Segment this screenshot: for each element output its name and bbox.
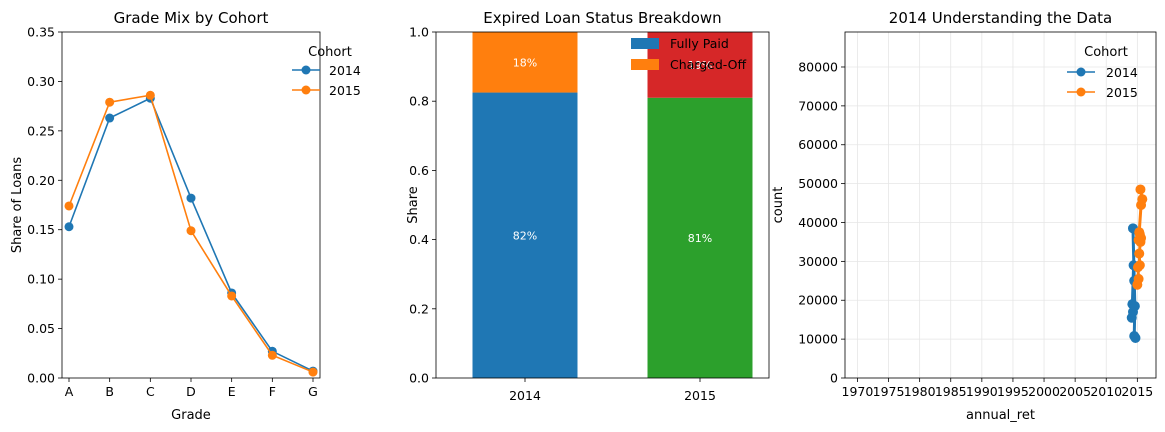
panel1-xlabel: Grade <box>171 408 211 423</box>
bar-fully-paid-2014 <box>472 92 578 379</box>
legend-marker-2014 <box>301 65 311 75</box>
data-point-2015 <box>145 90 155 100</box>
panel1-xtick-label: E <box>228 384 236 399</box>
data-point-2014 <box>1129 301 1140 312</box>
panel1-ytick-label: 0.25 <box>27 123 55 138</box>
bar-charged-off-2014 <box>472 32 578 93</box>
panel1-ytick-label: 0.20 <box>27 173 55 188</box>
panel2-ytick-label: 0.2 <box>409 301 429 316</box>
panel3-xtick-label: 2010 <box>1090 384 1122 399</box>
panel1-ytick-label: 0.35 <box>27 25 55 40</box>
panel3-ylabel: count <box>771 187 786 224</box>
panel3-xtick-label: 2000 <box>1028 384 1060 399</box>
panel1-xtick-label: A <box>65 384 74 399</box>
panel3-ytick-label: 40000 <box>798 215 838 230</box>
panel2-ytick-label: 0.6 <box>409 163 429 178</box>
panel3-xtick-label: 1980 <box>904 384 936 399</box>
legend-label-2014: 2014 <box>329 63 361 78</box>
panel1-xtick-label: D <box>186 384 196 399</box>
panel3-legend-label-2014: 2014 <box>1106 65 1138 80</box>
panel3-xtick-label: 1985 <box>935 384 967 399</box>
panel2-ytick-label: 1.0 <box>409 25 429 40</box>
data-point-2015 <box>1135 184 1146 195</box>
data-point-2015 <box>308 367 318 377</box>
panel1-ylabel: Share of Loans <box>10 157 25 253</box>
data-point-2014 <box>1130 332 1141 343</box>
panel2-xtick-label: 2015 <box>684 388 716 403</box>
panel1-frame <box>61 31 321 379</box>
panel3-legend-label-2015: 2015 <box>1106 85 1138 100</box>
legend-marker-2015 <box>301 85 311 95</box>
panel1-title: Grade Mix by Cohort <box>114 9 269 27</box>
panel-loan-status: Expired Loan Status Breakdown 0.0 0.2 0.4 0.… <box>406 9 770 403</box>
data-point-2015 <box>105 97 115 107</box>
panel3-ytick-label: 70000 <box>798 98 838 113</box>
panel1-ytick-label: 0.05 <box>27 321 55 336</box>
panel3-legend-title: Cohort <box>1084 45 1128 60</box>
panel1-xtick-label: C <box>146 384 155 399</box>
legend-label-charged-off: Charged-Off <box>670 57 746 72</box>
panel1-ytick-label: 0.15 <box>27 222 55 237</box>
bar-label: 81% <box>688 232 712 245</box>
panel3-ytick-label: 60000 <box>798 137 838 152</box>
panel1-ytick-label: 0.30 <box>27 74 55 89</box>
panel3-xtick-label: 1990 <box>966 384 998 399</box>
data-point-2014 <box>186 193 196 203</box>
data-point-2015 <box>1134 260 1145 271</box>
panel1-ytick-label: 0.00 <box>27 371 55 386</box>
panel-grade-mix: Grade Mix by Cohort 0.00 0.05 0.10 0.15 0.20 0… <box>10 9 361 423</box>
panel1-legend-title: Cohort <box>308 45 352 60</box>
panel3-ytick-label: 80000 <box>798 59 838 74</box>
panel3-xtick-label: 2015 <box>1121 384 1153 399</box>
panel1-ytick-label: 0.10 <box>27 272 55 287</box>
data-point-2015 <box>64 201 74 211</box>
panel3-frame <box>844 31 1157 379</box>
panel2-ytick-label: 0.0 <box>409 371 429 386</box>
panel3-ytick-label: 0 <box>830 371 838 386</box>
panel3-ytick-label: 20000 <box>798 293 838 308</box>
panel3-xtick-label: 1970 <box>842 384 874 399</box>
panel3-ytick-label: 50000 <box>798 176 838 191</box>
legend-label-fully-paid: Fully Paid <box>670 36 729 51</box>
data-point-2015 <box>227 291 237 301</box>
panel3-xtick-label: 1975 <box>873 384 905 399</box>
panel1-xtick-label: G <box>308 384 318 399</box>
panel-understanding-data: 2014 Understanding the Data 0 10000 20000 30… <box>771 9 1157 423</box>
legend-label-2015: 2015 <box>329 83 361 98</box>
data-point-2015 <box>267 350 277 360</box>
data-point-2015 <box>1133 273 1144 284</box>
bar-label: 18% <box>513 56 537 69</box>
bar-charged-off-2015 <box>647 32 753 98</box>
panel3-legend-marker-2015 <box>1076 87 1086 97</box>
panel2-xtick-label: 2014 <box>509 388 541 403</box>
panel2-ytick-label: 0.8 <box>409 94 429 109</box>
panel3-xtick-label: 2005 <box>1059 384 1091 399</box>
panel2-ytick-label: 0.4 <box>409 232 429 247</box>
bar-label: 19% <box>688 59 712 72</box>
panel3-title: 2014 Understanding the Data <box>889 9 1112 27</box>
data-point-2014 <box>105 113 115 123</box>
panel1-xtick-label: B <box>105 384 114 399</box>
legend-swatch-charged-off <box>631 59 659 70</box>
bar-label: 82% <box>513 229 537 242</box>
data-point-2015 <box>186 226 196 236</box>
panel2-ylabel: Share <box>406 186 421 224</box>
panel3-ytick-label: 10000 <box>798 332 838 347</box>
panel3-ytick-label: 30000 <box>798 254 838 269</box>
panel3-legend-marker-2014 <box>1076 67 1086 77</box>
panel2-frame <box>435 31 770 379</box>
panel3-xtick-label: 1995 <box>997 384 1029 399</box>
bar-fully-paid-2015 <box>647 97 753 379</box>
panel1-xtick-label: F <box>269 384 276 399</box>
data-point-2015 <box>1134 248 1145 259</box>
data-point-2014 <box>64 222 74 232</box>
data-point-2015 <box>1134 227 1145 238</box>
panel2-title: Expired Loan Status Breakdown <box>483 9 721 27</box>
data-point-2015 <box>1137 194 1148 205</box>
panel3-xlabel: annual_ret <box>966 408 1035 423</box>
legend-swatch-fully-paid <box>631 38 659 49</box>
